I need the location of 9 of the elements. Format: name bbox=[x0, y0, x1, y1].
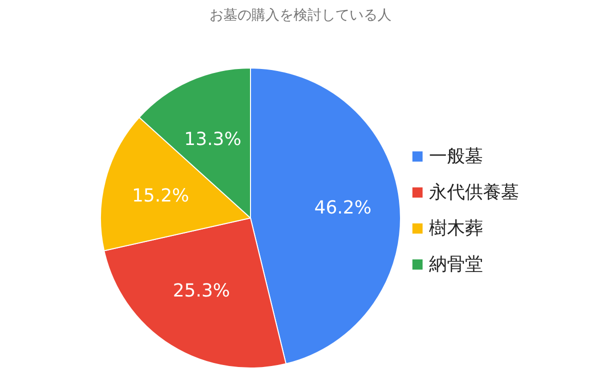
data-label: 15.2% bbox=[132, 186, 190, 207]
legend-label: 一般墓 bbox=[429, 145, 483, 168]
legend-label: 樹木葬 bbox=[429, 217, 483, 240]
data-label: 13.3% bbox=[184, 128, 242, 150]
data-label: 25.3% bbox=[172, 280, 230, 302]
data-label: 46.2% bbox=[314, 197, 372, 218]
legend-label: 納骨堂 bbox=[429, 253, 483, 276]
chart-title: お墓の購入を検討している人 bbox=[210, 8, 392, 24]
legend-label: 永代供養墓 bbox=[429, 181, 519, 204]
